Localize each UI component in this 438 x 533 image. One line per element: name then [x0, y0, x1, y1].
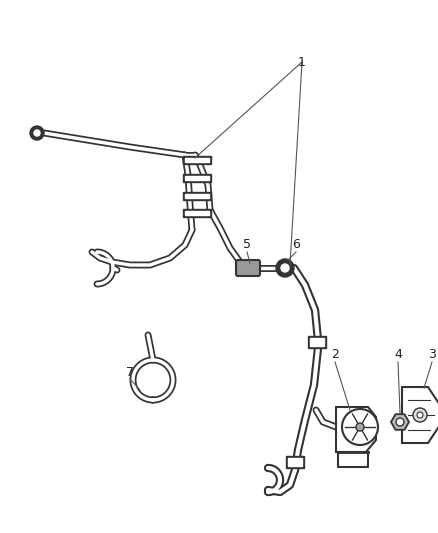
Text: 7: 7 [126, 366, 134, 378]
Bar [183, 174, 211, 182]
Bar [308, 336, 326, 348]
Circle shape [356, 423, 364, 431]
Text: 2: 2 [331, 349, 339, 361]
Text: 5: 5 [243, 238, 251, 252]
Circle shape [342, 409, 378, 445]
Circle shape [417, 412, 423, 418]
Bar [183, 156, 211, 164]
Text: 4: 4 [394, 349, 402, 361]
Bar [288, 458, 302, 466]
Text: 3: 3 [428, 349, 436, 361]
Bar [183, 209, 211, 217]
Bar [286, 456, 304, 468]
Bar [185, 194, 209, 198]
Bar [183, 192, 211, 200]
FancyBboxPatch shape [236, 260, 260, 276]
Circle shape [34, 130, 40, 136]
Polygon shape [402, 387, 438, 443]
Bar [185, 176, 209, 180]
Bar [310, 338, 324, 346]
Bar [185, 158, 209, 162]
Text: 6: 6 [292, 238, 300, 252]
Bar [185, 211, 209, 215]
Circle shape [281, 264, 289, 272]
Circle shape [276, 259, 294, 277]
Circle shape [413, 408, 427, 422]
Polygon shape [336, 407, 376, 452]
Circle shape [30, 126, 44, 140]
Circle shape [396, 418, 404, 426]
Text: 1: 1 [298, 55, 306, 69]
